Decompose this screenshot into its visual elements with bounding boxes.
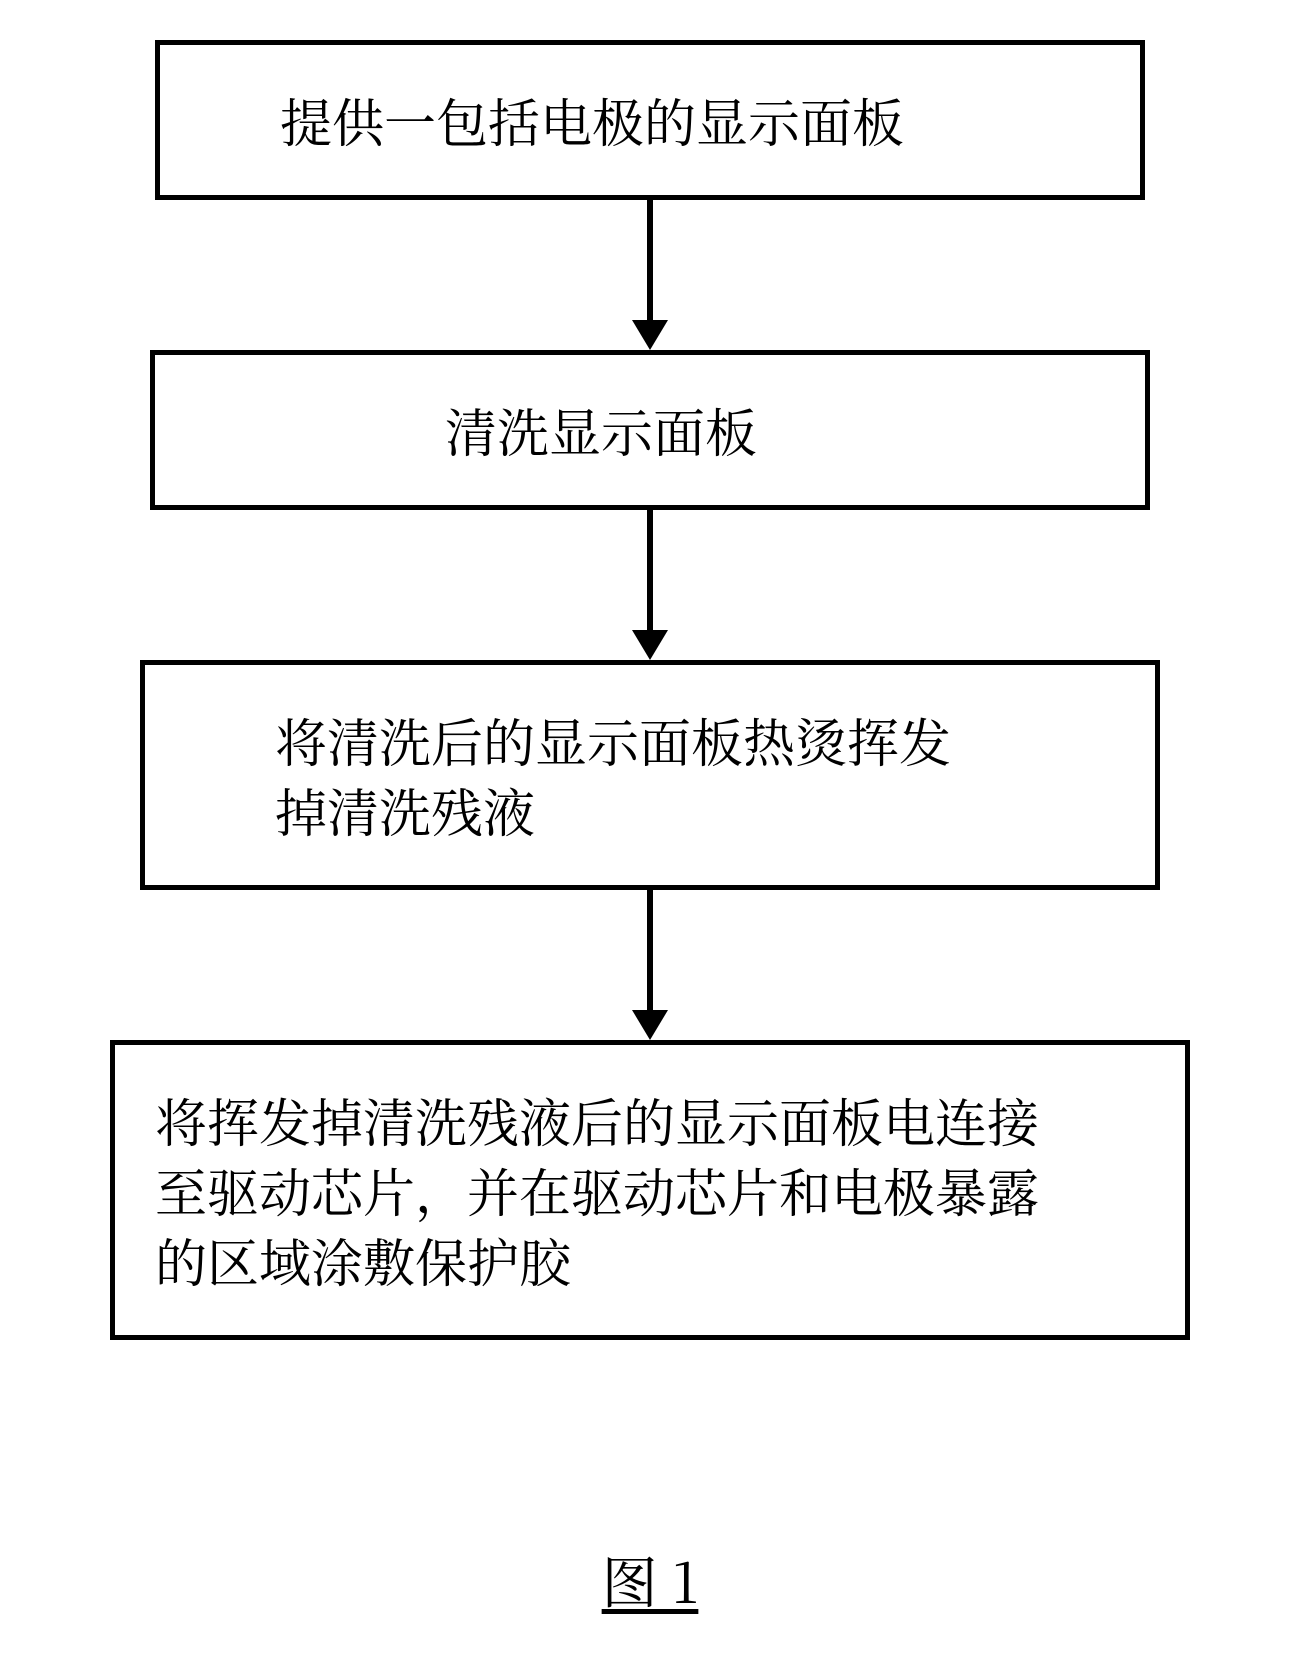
figure-caption: 图 1 <box>0 1540 1300 1620</box>
flow-step-3: 将清洗后的显示面板热烫挥发 掉清洗残液 <box>140 660 1160 890</box>
flow-step-text: 提供一包括电极的显示面板 <box>280 85 904 155</box>
flow-step-text: 将挥发掉清洗残液后的显示面板电连接 至驱动芯片，并在驱动芯片和电极暴露 的区域涂… <box>155 1085 1039 1296</box>
flow-step-text: 将清洗后的显示面板热烫挥发 掉清洗残液 <box>275 705 951 845</box>
flow-arrow <box>110 200 1190 350</box>
flow-step-4: 将挥发掉清洗残液后的显示面板电连接 至驱动芯片，并在驱动芯片和电极暴露 的区域涂… <box>110 1040 1190 1340</box>
flow-step-text: 清洗显示面板 <box>445 395 757 465</box>
flow-arrow <box>110 890 1190 1040</box>
flow-arrow <box>110 510 1190 660</box>
flowchart-container: 提供一包括电极的显示面板清洗显示面板将清洗后的显示面板热烫挥发 掉清洗残液将挥发… <box>110 40 1190 1340</box>
flow-step-1: 提供一包括电极的显示面板 <box>155 40 1145 200</box>
flow-step-2: 清洗显示面板 <box>150 350 1150 510</box>
